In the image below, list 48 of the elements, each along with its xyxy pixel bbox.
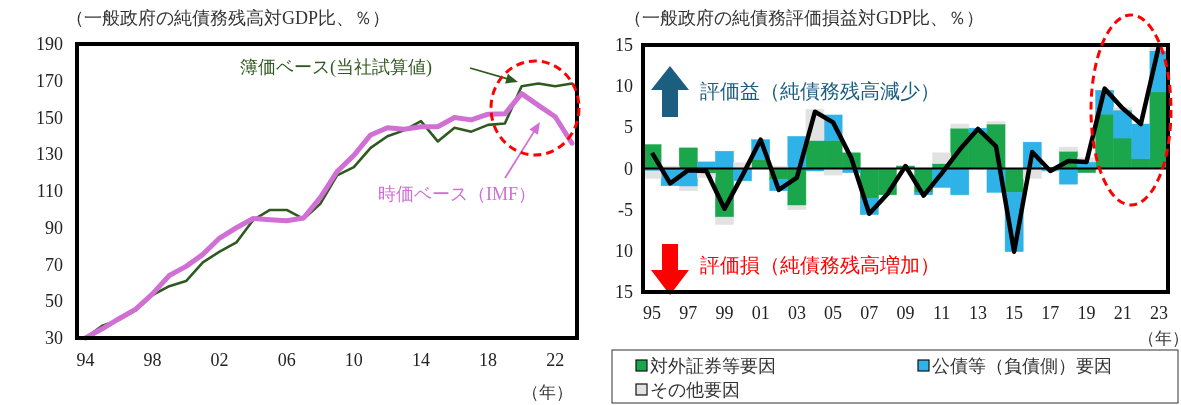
- y-tick-label: 170: [36, 70, 63, 91]
- x-tick-label: 02: [210, 350, 229, 370]
- y-tick-label: 0: [624, 158, 633, 179]
- y-tick-label: 10: [615, 240, 633, 261]
- x-tick-label: 09: [896, 303, 915, 323]
- x-tick-label: 18: [479, 350, 498, 370]
- x-tick-label: 01: [751, 303, 770, 323]
- y-tick-label: 110: [36, 181, 63, 201]
- x-tick-label: 15: [1005, 303, 1024, 323]
- y-tick-label: 70: [45, 254, 63, 275]
- y-tick-label: 15: [615, 35, 633, 55]
- y-tick-label: 90: [45, 217, 63, 238]
- x-tick-label: 94: [76, 350, 95, 370]
- x-tick-label: 99: [715, 303, 734, 323]
- x-tick-label: 95: [643, 303, 662, 323]
- legend-label: その他要因: [650, 380, 740, 400]
- x-tick-label: 19: [1077, 303, 1096, 323]
- x-tick-label: 06: [277, 350, 296, 370]
- x-tick-label: 11: [933, 303, 951, 323]
- x-tick-label: 13: [968, 303, 987, 323]
- x-tick-label: 03: [787, 303, 806, 323]
- y-tick-label: -5: [618, 199, 633, 220]
- legend-label: 公債等（負債側）要因: [932, 356, 1112, 376]
- annotation: 評価損（純債務残高増加）: [700, 254, 940, 276]
- title: （一般政府の純債務評価損益対GDP比、％）: [624, 8, 984, 28]
- y-tick-label: 190: [36, 34, 63, 54]
- title: （一般政府の純債務残高対GDP比、％）: [66, 8, 390, 28]
- y-tick-label: 50: [45, 291, 63, 312]
- x-tick-label: 17: [1041, 303, 1060, 323]
- x-tick-label: 10: [344, 350, 363, 370]
- y-tick-label: 15: [615, 282, 633, 302]
- x-tick-label: 07: [860, 303, 879, 323]
- legend-label: 対外証券等要因: [650, 356, 776, 376]
- y-tick-label: 5: [624, 117, 633, 138]
- x-tick-label: 05: [824, 303, 843, 323]
- x-tick-label: 22: [546, 350, 565, 370]
- y-tick-label: 150: [36, 107, 63, 128]
- x-tick-label: 98: [143, 350, 162, 370]
- x-tick-label: 14: [411, 350, 430, 370]
- y-tick-label: 130: [36, 144, 63, 165]
- annotation: 評価益（純債務残高減少）: [700, 80, 940, 102]
- xlabel: （年）: [1137, 329, 1181, 348]
- x-tick-label: 21: [1113, 303, 1132, 323]
- y-tick-label: 30: [45, 328, 63, 348]
- xlabel: （年）: [521, 383, 573, 402]
- x-tick-label: 23: [1149, 303, 1168, 323]
- x-tick-label: 97: [679, 303, 698, 323]
- y-tick-label: 10: [615, 76, 633, 97]
